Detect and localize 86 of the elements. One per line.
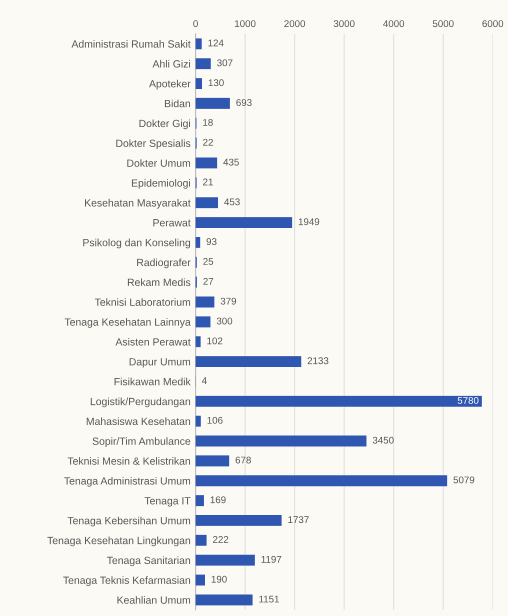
bar (196, 296, 214, 308)
y-tick-label: Psikolog dan Konseling (83, 238, 190, 248)
bar (196, 316, 210, 328)
y-tick-label: Kesehatan Masyarakat (85, 198, 191, 209)
x-tick-label: 3000 (334, 20, 355, 28)
bar (196, 217, 292, 228)
x-tick-label: 2000 (284, 20, 306, 28)
bar (196, 574, 205, 586)
bar (196, 356, 302, 368)
data-label: 27 (203, 278, 214, 285)
bar (196, 495, 204, 506)
y-tick-label: Rekam Medis (128, 278, 190, 286)
data-label: 21 (203, 178, 213, 186)
y-tick-label: Fisikawan Medik (114, 378, 191, 386)
bar (196, 455, 230, 466)
data-label: 693 (236, 99, 252, 106)
y-tick-label: Apoteker (149, 80, 191, 90)
y-tick-label: Tenaga Teknis Kefarmasian (63, 576, 190, 586)
bar (196, 197, 218, 208)
x-tick-label: 1000 (235, 20, 256, 28)
data-label: 124 (208, 40, 224, 46)
y-tick-label: Tenaga IT (144, 497, 190, 507)
y-tick-label: Tenaga Administrasi Umum (64, 476, 190, 487)
y-tick-label: Tenaga Sanitarian (106, 556, 190, 566)
bar (196, 78, 202, 89)
bar (196, 58, 211, 70)
y-tick-label: Keahlian Umum (117, 596, 190, 604)
data-label: 222 (213, 536, 228, 543)
data-label: 3450 (372, 436, 394, 444)
data-label: 169 (210, 496, 226, 504)
x-tick-label: 5000 (432, 20, 454, 28)
y-tick-label: Radiografer (137, 258, 191, 268)
y-tick-label: Dokter Umum (127, 159, 190, 167)
bar (196, 475, 448, 486)
data-label: 5079 (453, 476, 474, 484)
y-tick-label: Teknisi Mesin & Kelistrikan (68, 457, 190, 465)
data-label: 1151 (259, 596, 279, 603)
bar (196, 158, 218, 168)
data-label: 307 (217, 59, 232, 66)
data-label: 435 (223, 158, 239, 166)
y-tick-label: Tenaga Kesehatan Lingkungan (47, 536, 190, 546)
y-tick-label: Ahli Gizi (152, 60, 190, 68)
bar (196, 396, 482, 407)
bar (196, 515, 282, 526)
y-tick-label: Perawat (153, 219, 191, 226)
data-label: 190 (212, 576, 227, 583)
y-tick-label: Tenaga Kesehatan Lainnya (64, 318, 191, 328)
data-label: 1737 (288, 516, 309, 524)
bar (196, 98, 230, 109)
bar (196, 436, 366, 446)
data-label: 453 (224, 198, 240, 206)
data-label: 1197 (262, 556, 282, 563)
y-tick-label: Administrasi Rumah Sakit (71, 40, 191, 48)
data-label: 4 (202, 377, 207, 384)
y-tick-label: Epidemiologi (132, 179, 190, 189)
bar (196, 38, 202, 50)
y-tick-label: Asisten Perawat (115, 338, 191, 346)
data-label: 5780 (458, 397, 479, 404)
y-tick-label: Tenaga Kebersihan Umum (68, 516, 190, 526)
y-tick-label: Logistik/Pergudangan (90, 398, 190, 408)
data-label: 25 (203, 258, 214, 265)
data-label: 300 (216, 318, 232, 324)
data-label: 130 (208, 79, 224, 86)
data-label: 379 (220, 298, 236, 305)
bar (196, 594, 253, 606)
x-tick-label: 6000 (482, 20, 504, 28)
y-tick-label: Mahasiswa Kesehatan (86, 417, 190, 426)
y-tick-label: Sopir/Tim Ambulance (92, 437, 190, 447)
bar (196, 554, 255, 566)
bar (196, 416, 201, 427)
y-tick-label: Teknisi Laboratorium (94, 298, 190, 306)
data-label: 93 (206, 238, 217, 246)
data-label: 678 (236, 456, 251, 464)
y-tick-label: Dapur Umum (130, 358, 190, 368)
y-tick-label: Bidan (164, 100, 190, 108)
y-tick-label: Dokter Gigi (139, 119, 190, 130)
bar (196, 534, 207, 546)
x-tick-label: 0 (193, 20, 198, 28)
y-tick-label: Dokter Spesialis (116, 139, 190, 150)
data-label: 106 (208, 416, 223, 424)
data-label: 22 (203, 138, 213, 146)
data-label: 2133 (308, 357, 328, 364)
data-label: 102 (207, 337, 222, 344)
data-label: 1949 (298, 218, 320, 226)
data-label: 18 (203, 118, 213, 126)
x-tick-label: 4000 (383, 20, 404, 28)
